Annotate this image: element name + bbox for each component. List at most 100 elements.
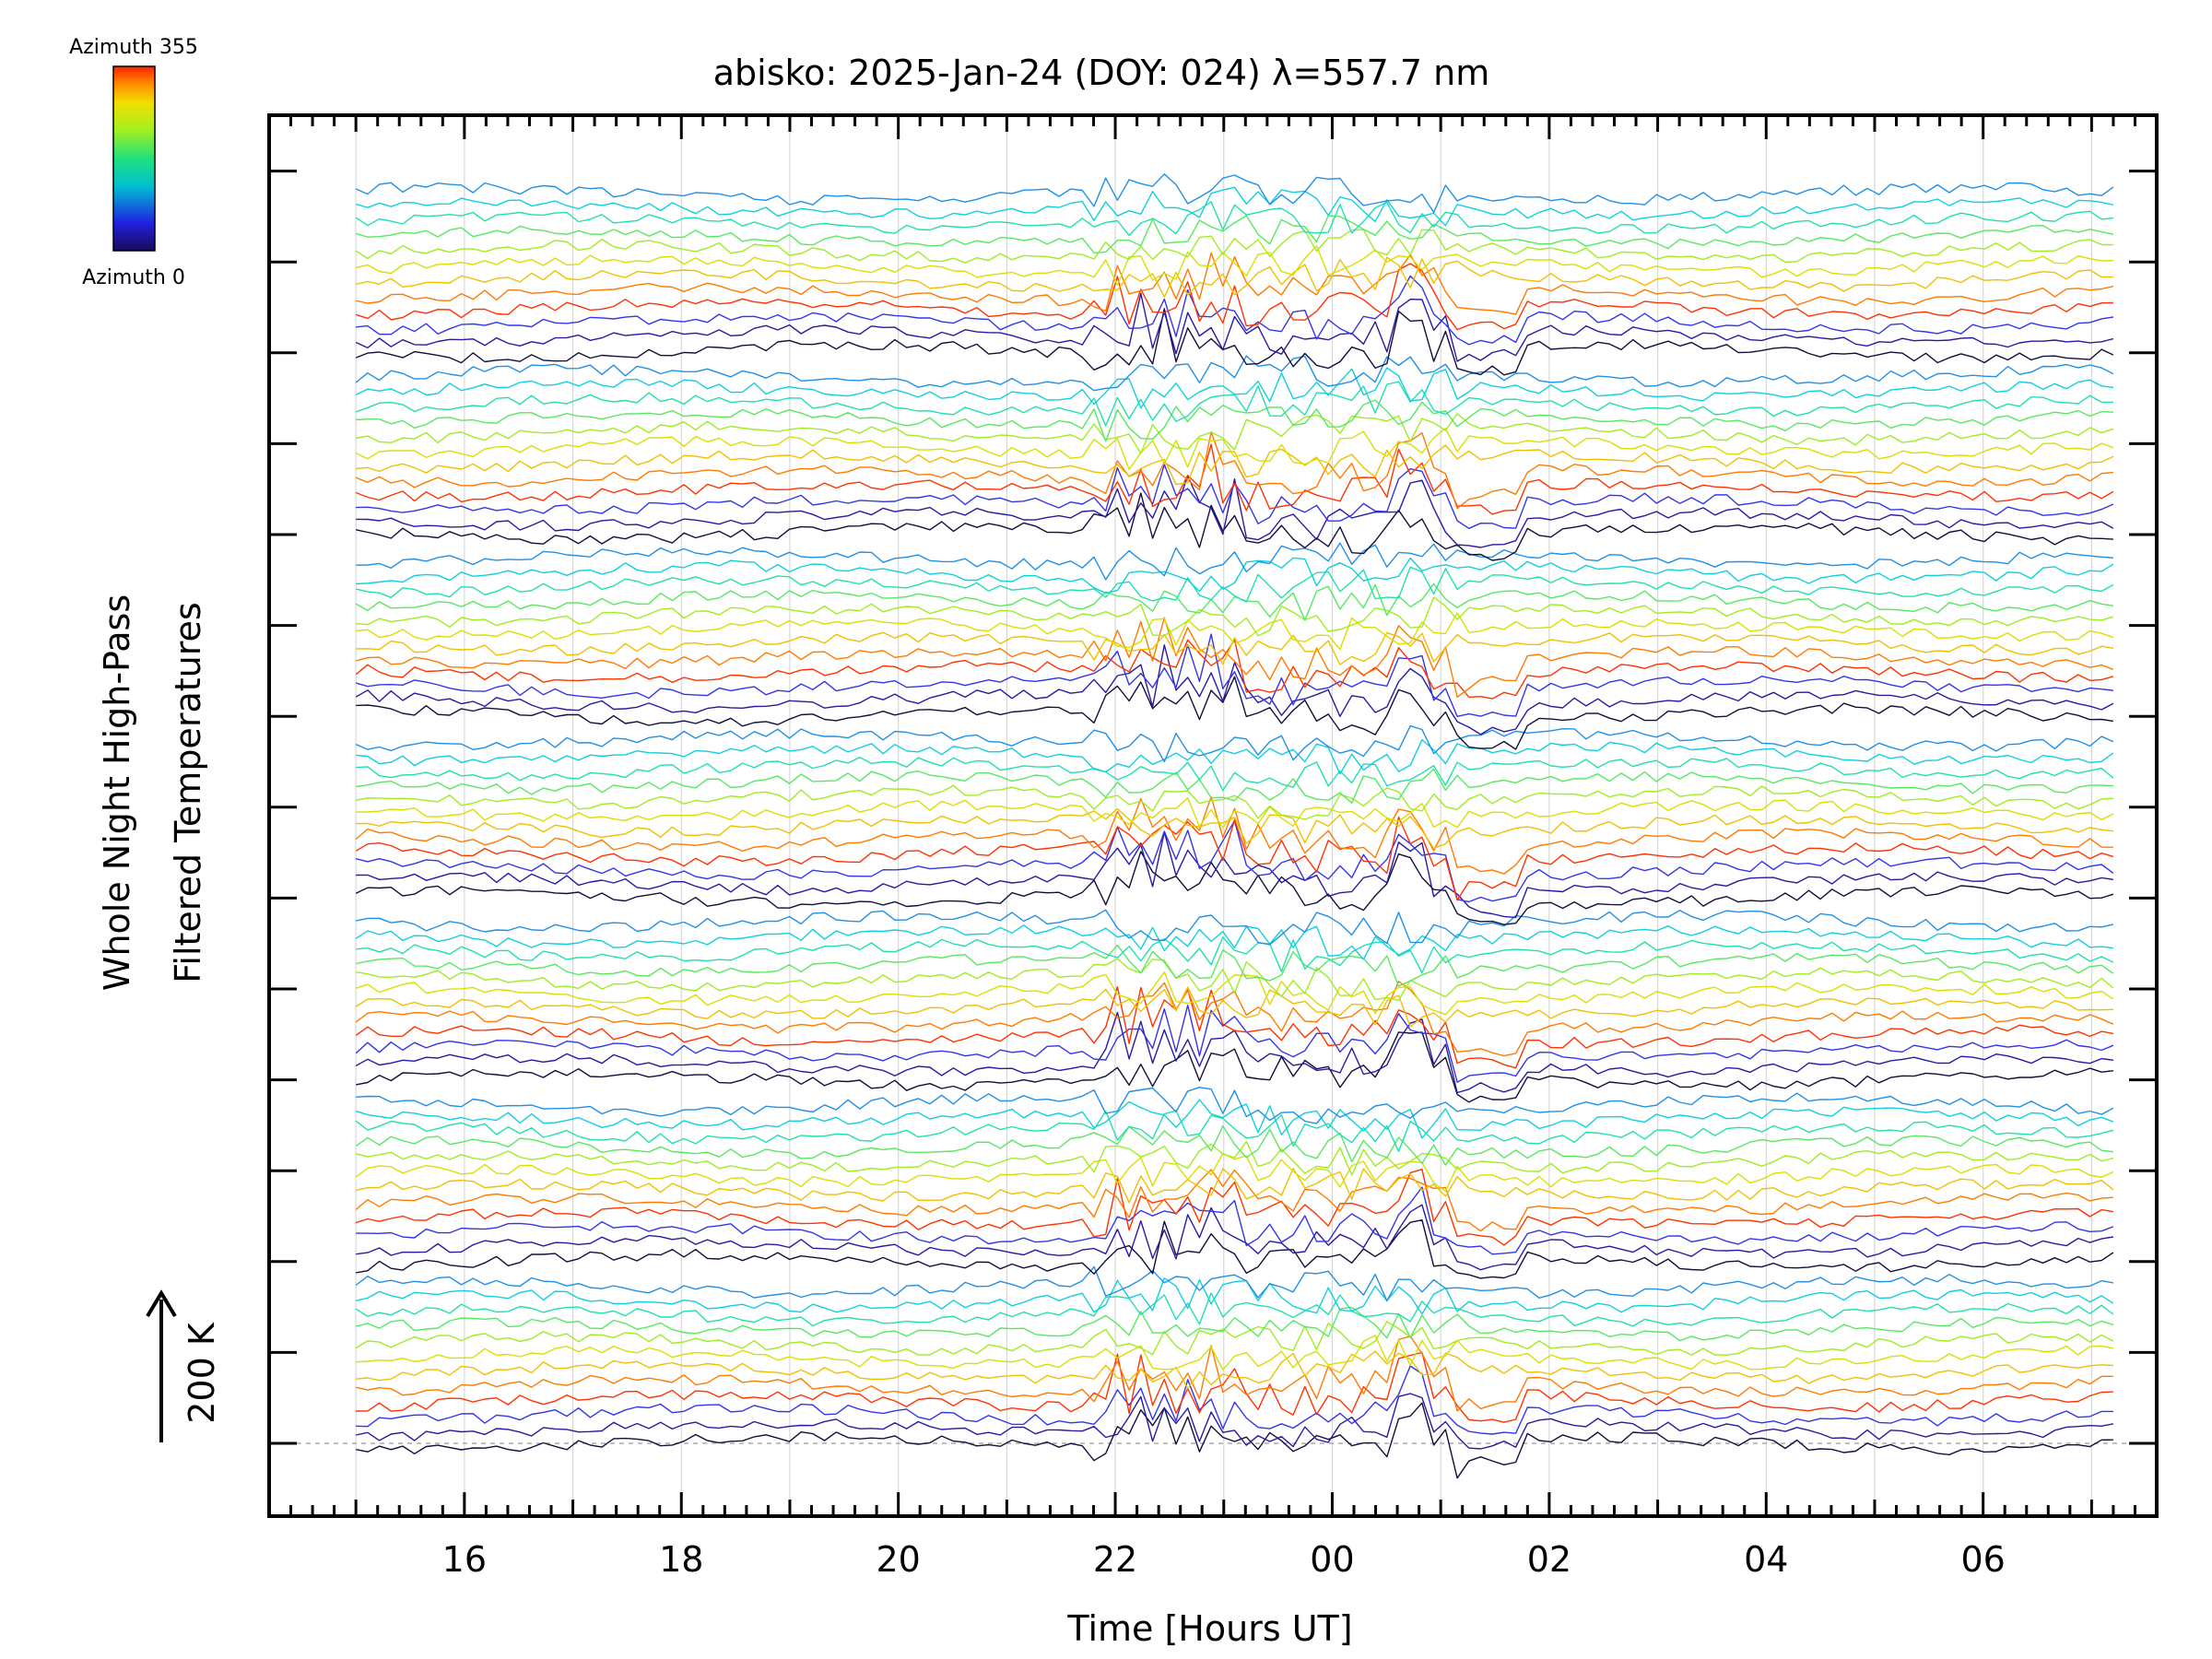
series-line bbox=[356, 909, 2114, 946]
series-line bbox=[355, 985, 2114, 1069]
series-line bbox=[356, 566, 2114, 603]
series-line bbox=[356, 958, 2114, 1002]
series-line bbox=[356, 944, 2114, 987]
scale-label: 200 K bbox=[182, 1322, 222, 1424]
series-line bbox=[356, 756, 2114, 792]
series-line bbox=[355, 795, 2113, 875]
series-line bbox=[356, 1087, 2114, 1124]
series-lines bbox=[355, 173, 2114, 1479]
colorbar-bottom-label: Azimuth 0 bbox=[82, 266, 185, 289]
series-line bbox=[356, 1140, 2114, 1176]
x-tick-label: 20 bbox=[876, 1539, 920, 1580]
x-tick-label: 06 bbox=[1960, 1539, 2005, 1580]
x-axis-label: Time [Hours UT] bbox=[1066, 1608, 1352, 1649]
series-line bbox=[356, 475, 2114, 548]
series-line bbox=[355, 644, 2114, 735]
series-line bbox=[355, 173, 2114, 214]
series-line bbox=[356, 252, 2114, 315]
chart-title: abisko: 2025-Jan-24 (DOY: 024) λ=557.7 n… bbox=[713, 53, 1490, 93]
series-line bbox=[356, 831, 2114, 919]
series-line bbox=[356, 1351, 2113, 1423]
series-line bbox=[356, 1335, 2114, 1371]
colorbar-top-label: Azimuth 355 bbox=[69, 36, 198, 59]
series-line bbox=[356, 413, 2114, 454]
series-line bbox=[356, 542, 2113, 581]
series-line bbox=[355, 1011, 2113, 1094]
series-line bbox=[355, 1152, 2114, 1193]
series-line bbox=[355, 292, 2114, 362]
y-axis-label-line1: Whole Night High-Pass bbox=[97, 594, 137, 991]
series-line bbox=[356, 399, 2113, 442]
series-line bbox=[356, 256, 2113, 298]
series-line bbox=[356, 1335, 2113, 1412]
series-line bbox=[355, 443, 2114, 515]
series-line bbox=[355, 1265, 2114, 1302]
series-line bbox=[355, 1124, 2113, 1166]
y-axis-label-line2: Filtered Temperatures bbox=[168, 602, 208, 982]
series-line bbox=[356, 186, 2114, 227]
series-line bbox=[356, 1168, 2114, 1204]
series-line bbox=[356, 1218, 2114, 1279]
series-line bbox=[356, 245, 2113, 287]
series-line bbox=[356, 596, 2114, 637]
series-line bbox=[356, 1393, 2114, 1450]
series-line bbox=[355, 367, 2113, 409]
series-line bbox=[355, 201, 2113, 237]
series-line bbox=[355, 428, 2114, 470]
series-line bbox=[356, 768, 2113, 804]
x-tick-label: 22 bbox=[1093, 1539, 1137, 1580]
series-line bbox=[356, 275, 2114, 346]
series-line bbox=[355, 1292, 2114, 1327]
series-line bbox=[355, 263, 2113, 331]
scale-indicator: 200 K bbox=[146, 1289, 222, 1442]
series-line bbox=[355, 1110, 2114, 1153]
series-line bbox=[356, 557, 2114, 594]
series-line bbox=[355, 430, 2113, 510]
series-line bbox=[356, 796, 2114, 829]
x-tick-label: 02 bbox=[1527, 1539, 1571, 1580]
series-line bbox=[355, 229, 2113, 264]
series-line bbox=[356, 1350, 2113, 1390]
colorbar bbox=[112, 65, 156, 252]
series-line bbox=[355, 1099, 2114, 1139]
series-line bbox=[355, 639, 2114, 700]
series-line bbox=[356, 631, 2114, 665]
series-line bbox=[356, 492, 2113, 561]
series-line bbox=[356, 1186, 2114, 1255]
x-tick-label: 00 bbox=[1310, 1539, 1354, 1580]
series-line bbox=[356, 444, 2114, 486]
series-line bbox=[355, 582, 2114, 621]
series-line bbox=[356, 617, 2114, 699]
series-line bbox=[355, 1168, 2114, 1246]
scale-arrowhead-icon bbox=[146, 1289, 177, 1318]
series-line bbox=[356, 1277, 2114, 1315]
series-line bbox=[355, 381, 2113, 427]
series-line bbox=[355, 1004, 2114, 1083]
series-line bbox=[356, 676, 2114, 750]
series-line bbox=[355, 724, 2114, 763]
series-line bbox=[356, 784, 2113, 820]
series-line bbox=[356, 738, 2114, 775]
series-line bbox=[356, 936, 2114, 974]
x-tick-label: 04 bbox=[1744, 1539, 1788, 1580]
series-line bbox=[356, 633, 2113, 717]
series-line bbox=[355, 971, 2114, 1016]
series-line bbox=[356, 612, 2114, 651]
series-line bbox=[356, 1365, 2113, 1435]
colorbar-legend: Azimuth 355 Azimuth 0 bbox=[69, 36, 198, 289]
series-line bbox=[356, 1306, 2114, 1342]
series-line bbox=[355, 308, 2114, 376]
y-axis-label: Whole Night High-Pass Filtered Temperatu… bbox=[97, 594, 208, 991]
series-line bbox=[355, 1169, 2113, 1232]
series-line bbox=[356, 807, 2113, 849]
plot-border bbox=[267, 113, 2159, 1518]
series-line bbox=[355, 355, 2114, 392]
series-line bbox=[355, 851, 2114, 925]
series-line bbox=[356, 1204, 2114, 1271]
series-line bbox=[355, 215, 2114, 254]
series-line bbox=[355, 1321, 2114, 1356]
x-tick-label: 16 bbox=[442, 1539, 487, 1580]
plot-frame bbox=[267, 113, 2159, 1518]
series-line bbox=[355, 816, 2114, 901]
